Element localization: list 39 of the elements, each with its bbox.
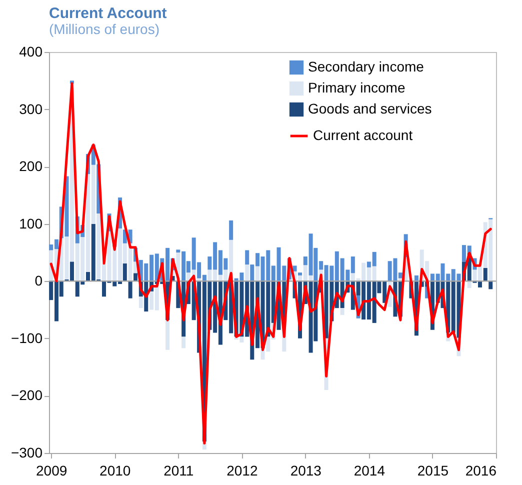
legend-label: Goods and services [308, 100, 432, 116]
y-tick-label: 200 [19, 158, 43, 174]
bar [138, 296, 143, 308]
chart-subtitle: (Millions of euros) [49, 21, 160, 37]
y-tick-label: 400 [19, 44, 43, 60]
legend-label: Secondary income [308, 58, 424, 74]
bar [245, 264, 250, 282]
bar [488, 281, 493, 290]
y-tick-label: 100 [19, 215, 43, 232]
bar [292, 266, 297, 272]
bar [340, 308, 344, 315]
bar [467, 281, 472, 288]
line-series [50, 82, 492, 445]
x-tick-label: 2014 [354, 462, 386, 478]
x-tick-label: 2011 [164, 462, 194, 478]
legend-label: Primary income [308, 80, 406, 96]
y-tick-label: −300 [10, 444, 43, 460]
x-tick-label: 2010 [100, 462, 131, 478]
bar [166, 320, 170, 350]
y-tick-label: −100 [10, 330, 43, 346]
y-tick-label: −200 [10, 387, 43, 404]
legend-label: Current account [313, 127, 413, 143]
bar [128, 281, 132, 298]
bar [256, 266, 260, 282]
y-tick-label: 300 [19, 100, 43, 117]
bar [483, 268, 488, 282]
bar [122, 263, 127, 282]
chart-title: Current Account [49, 5, 167, 22]
x-tick-label: 2013 [290, 462, 322, 478]
x-tick-label: 2015 [417, 462, 449, 478]
x-tick-label: 2012 [226, 462, 258, 478]
x-tick-label: 2009 [36, 462, 68, 478]
bar [229, 220, 234, 240]
bar [182, 336, 186, 348]
x-tick-label: 2016 [465, 462, 497, 478]
bar [298, 272, 302, 276]
bar [245, 250, 250, 265]
y-tick-label: 0 [34, 272, 43, 289]
bar [134, 273, 138, 282]
